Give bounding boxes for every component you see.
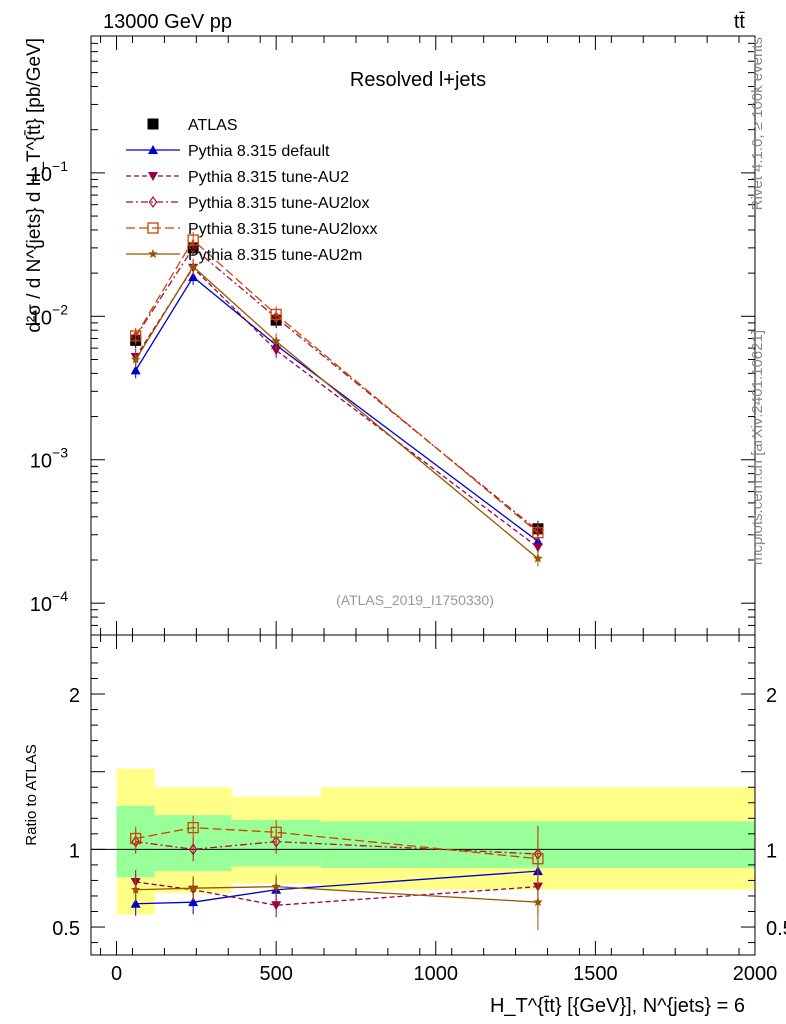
ratio-series-line-0 — [135, 870, 538, 905]
main-point-1-1 — [188, 271, 199, 281]
chart-title: Resolved l+jets — [350, 69, 486, 91]
rivet-label: Rivet 4.1.0, ≥ 100k events — [749, 37, 766, 210]
ratio-uncertainty-bands — [91, 768, 755, 915]
main-point-2-3 — [532, 543, 543, 553]
legend-marker-5 — [148, 249, 158, 258]
analysis-id-label: (ATLAS_2019_I1750330) — [336, 592, 494, 608]
ratio-y-tick-label-right-0: 0.5 — [766, 918, 786, 940]
legend: ATLAS Pythia 8.315 default Pythia 8.315 tu… — [126, 117, 377, 264]
ratio-y-tick-label-right-2: 2 — [766, 685, 777, 707]
ratio-y-tick-label-left-1: 1 — [69, 840, 80, 862]
main-series-line-5 — [135, 265, 539, 559]
ratio-point-0-0 — [130, 898, 141, 908]
x-tick-label-0: 0 — [111, 963, 122, 985]
main-y-tick-label-2: 10−3 — [30, 445, 68, 473]
main-point-4-0 — [130, 330, 142, 342]
ratio-point-2-2 — [271, 835, 281, 848]
x-tick-label-4: 2000 — [733, 963, 778, 985]
legend-marker-3 — [148, 195, 158, 209]
ratio-y-tick-label-left-0: 0.5 — [52, 918, 80, 940]
legend-label-0: ATLAS — [188, 117, 238, 134]
ratio-axis-ticks: 0.5 0.5 1 1 2 2 0 500 1000 1500 2000 — [52, 635, 786, 985]
plot-frames — [90, 35, 756, 956]
main-series-line-3 — [135, 246, 539, 532]
ratio-point-3-1 — [187, 821, 199, 834]
ratio-point-1-2 — [271, 901, 282, 911]
main-point-1-0 — [130, 365, 141, 375]
energy-label: 13000 GeV pp — [103, 11, 232, 33]
process-label: tt̄ — [734, 11, 746, 33]
x-tick-label-3: 1500 — [573, 963, 618, 985]
legend-label-2: Pythia 8.315 tune-AU2 — [188, 169, 349, 186]
x-tick-label-1: 500 — [259, 963, 292, 985]
legend-label-1: Pythia 8.315 default — [188, 143, 330, 160]
ratio-y-tick-label-right-1: 1 — [766, 840, 777, 862]
ratio-series-line-3 — [135, 826, 538, 860]
legend-label-4: Pythia 8.315 tune-AU2loxx — [188, 221, 377, 238]
ratio-series-line-1 — [135, 881, 538, 906]
main-point-4-2 — [270, 308, 282, 321]
ratio-point-4-1 — [188, 883, 198, 893]
main-series-line-4 — [135, 239, 539, 534]
ratio-point-3-0 — [130, 832, 142, 845]
ratio-point-3-2 — [270, 826, 282, 838]
legend-marker-2 — [148, 172, 158, 181]
main-point-4-1 — [187, 234, 199, 246]
ratio-point-4-2 — [271, 881, 281, 891]
main-series-group — [130, 232, 544, 567]
ratio-series-line-4 — [135, 886, 538, 903]
main-point-4-3 — [532, 527, 544, 539]
ratio-point-3-3 — [532, 853, 544, 865]
main-point-5-3 — [533, 553, 543, 563]
ratio-point-4-0 — [130, 884, 141, 894]
x-axis-label: H_T^{t̄t} [{GeV}], N^{jets} = 6 — [490, 995, 745, 1017]
ratio-series-group — [130, 815, 544, 931]
main-axis-ticks: 10−1 10−2 10−3 10−4 — [30, 35, 756, 636]
legend-label-5: Pythia 8.315 tune-AU2m — [188, 247, 362, 264]
main-series-line-1 — [135, 276, 539, 542]
main-point-3-1 — [188, 241, 198, 254]
legend-label-3: Pythia 8.315 tune-AU2lox — [188, 195, 369, 212]
legend-marker-0 — [147, 118, 159, 130]
main-y-tick-label-0: 10−1 — [30, 158, 68, 186]
ratio-point-4-3 — [533, 897, 543, 907]
source-label: mcplots.cern.ch [arXiv:2401.10621] — [749, 330, 766, 565]
text-labels: 13000 GeV pp tt̄ Resolved l+jets (ATLAS_201… — [23, 11, 766, 1017]
ratio-series-line-2 — [135, 840, 538, 855]
main-series-line-2 — [135, 266, 539, 548]
ratio-y-axis-label: Ratio to ATLAS — [23, 744, 40, 845]
ratio-panel-frame — [90, 634, 756, 956]
main-point-5-1 — [188, 261, 198, 271]
main-y-axis-label: d²σ / d N^{jets} d H_T^{t̄t} [pb/GeV] — [24, 38, 45, 333]
legend-marker-4 — [147, 222, 159, 234]
main-y-tick-label-1: 10−2 — [30, 301, 68, 329]
main-point-5-0 — [130, 354, 141, 364]
x-tick-label-2: 1000 — [414, 963, 459, 985]
main-point-2-2 — [271, 346, 282, 356]
ratio-point-2-1 — [188, 843, 198, 856]
main-y-tick-label-3: 10−4 — [30, 588, 68, 616]
legend-marker-1 — [148, 145, 158, 154]
main-point-5-2 — [271, 336, 281, 346]
ratio-y-tick-label-left-2: 2 — [69, 685, 80, 707]
